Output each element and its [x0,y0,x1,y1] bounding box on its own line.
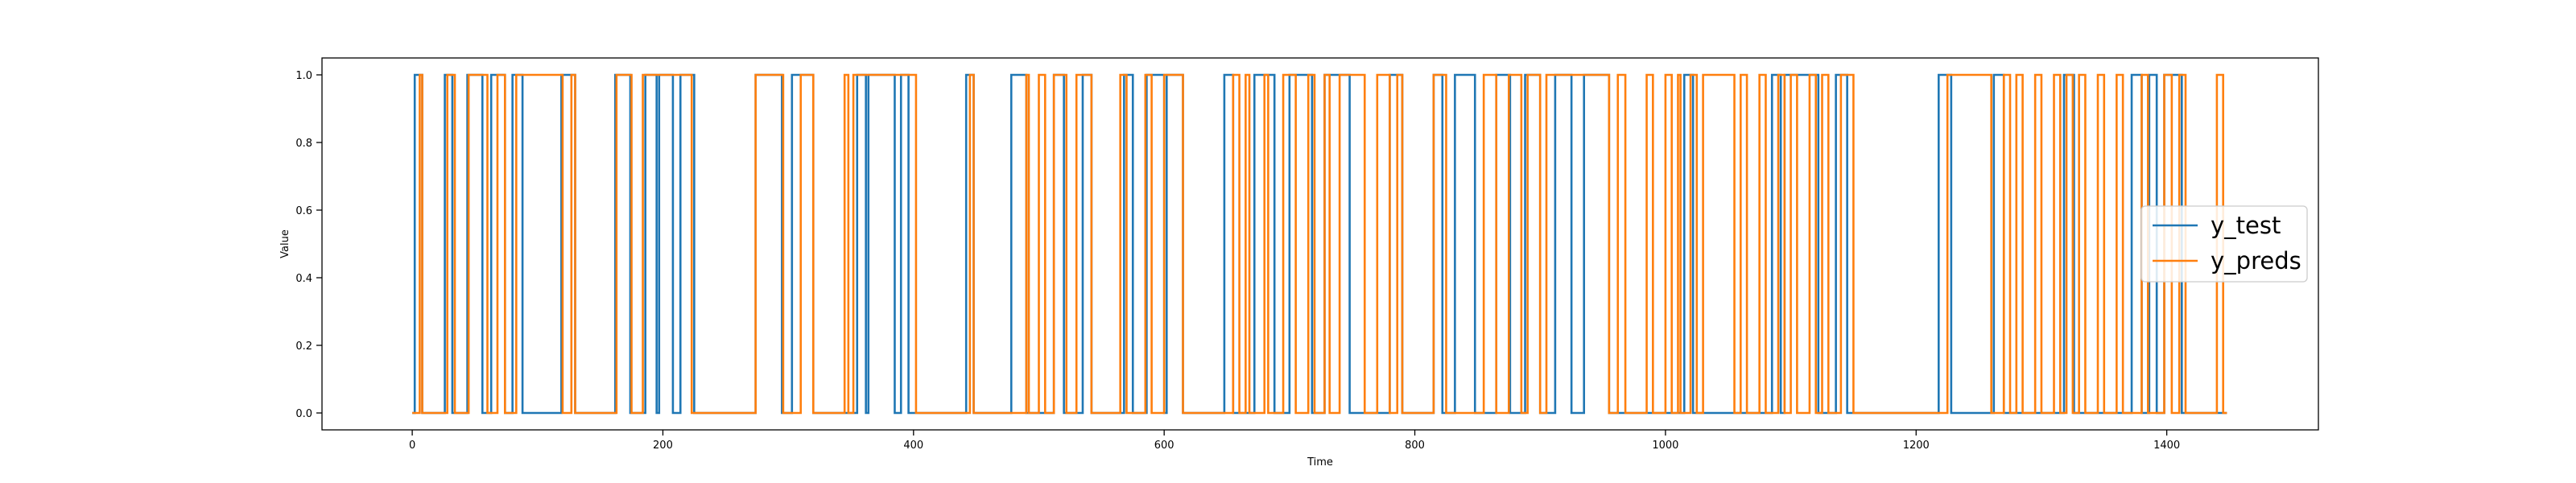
y-tick-label: 0.8 [295,138,312,150]
legend-label-y_test: y_test [2211,212,2281,239]
x-tick-label: 1400 [2153,440,2180,452]
x-axis-ticks: 0 200 400 600 800 1000 1200 1400 [409,430,2180,452]
y-tick-label: 0.2 [295,341,312,353]
y-tick-label: 1.0 [295,70,312,82]
x-tick-label: 1200 [1903,440,1930,452]
y-tick-label: 0.6 [295,205,312,217]
x-tick-label: 600 [1154,440,1174,452]
series-line-y_preds [412,73,2227,415]
legend: y_test y_preds [2140,205,2308,283]
x-axis-label: Time [1307,456,1333,469]
x-tick-label: 1000 [1652,440,1678,452]
x-tick-label: 400 [903,440,923,452]
x-tick-label: 800 [1405,440,1425,452]
x-tick-label: 0 [409,440,415,452]
legend-label-y_preds: y_preds [2211,247,2301,275]
y-tick-label: 0.4 [295,273,312,285]
series-line-y_test [412,73,2227,415]
y-axis-label: Value [279,229,291,258]
x-tick-label: 200 [653,440,673,452]
series-layer [412,73,2227,415]
y-axis-ticks: 0.0 0.2 0.4 0.6 0.8 1.0 [295,70,322,420]
plot-frame [321,57,2319,431]
y-tick-label: 0.0 [295,408,312,420]
